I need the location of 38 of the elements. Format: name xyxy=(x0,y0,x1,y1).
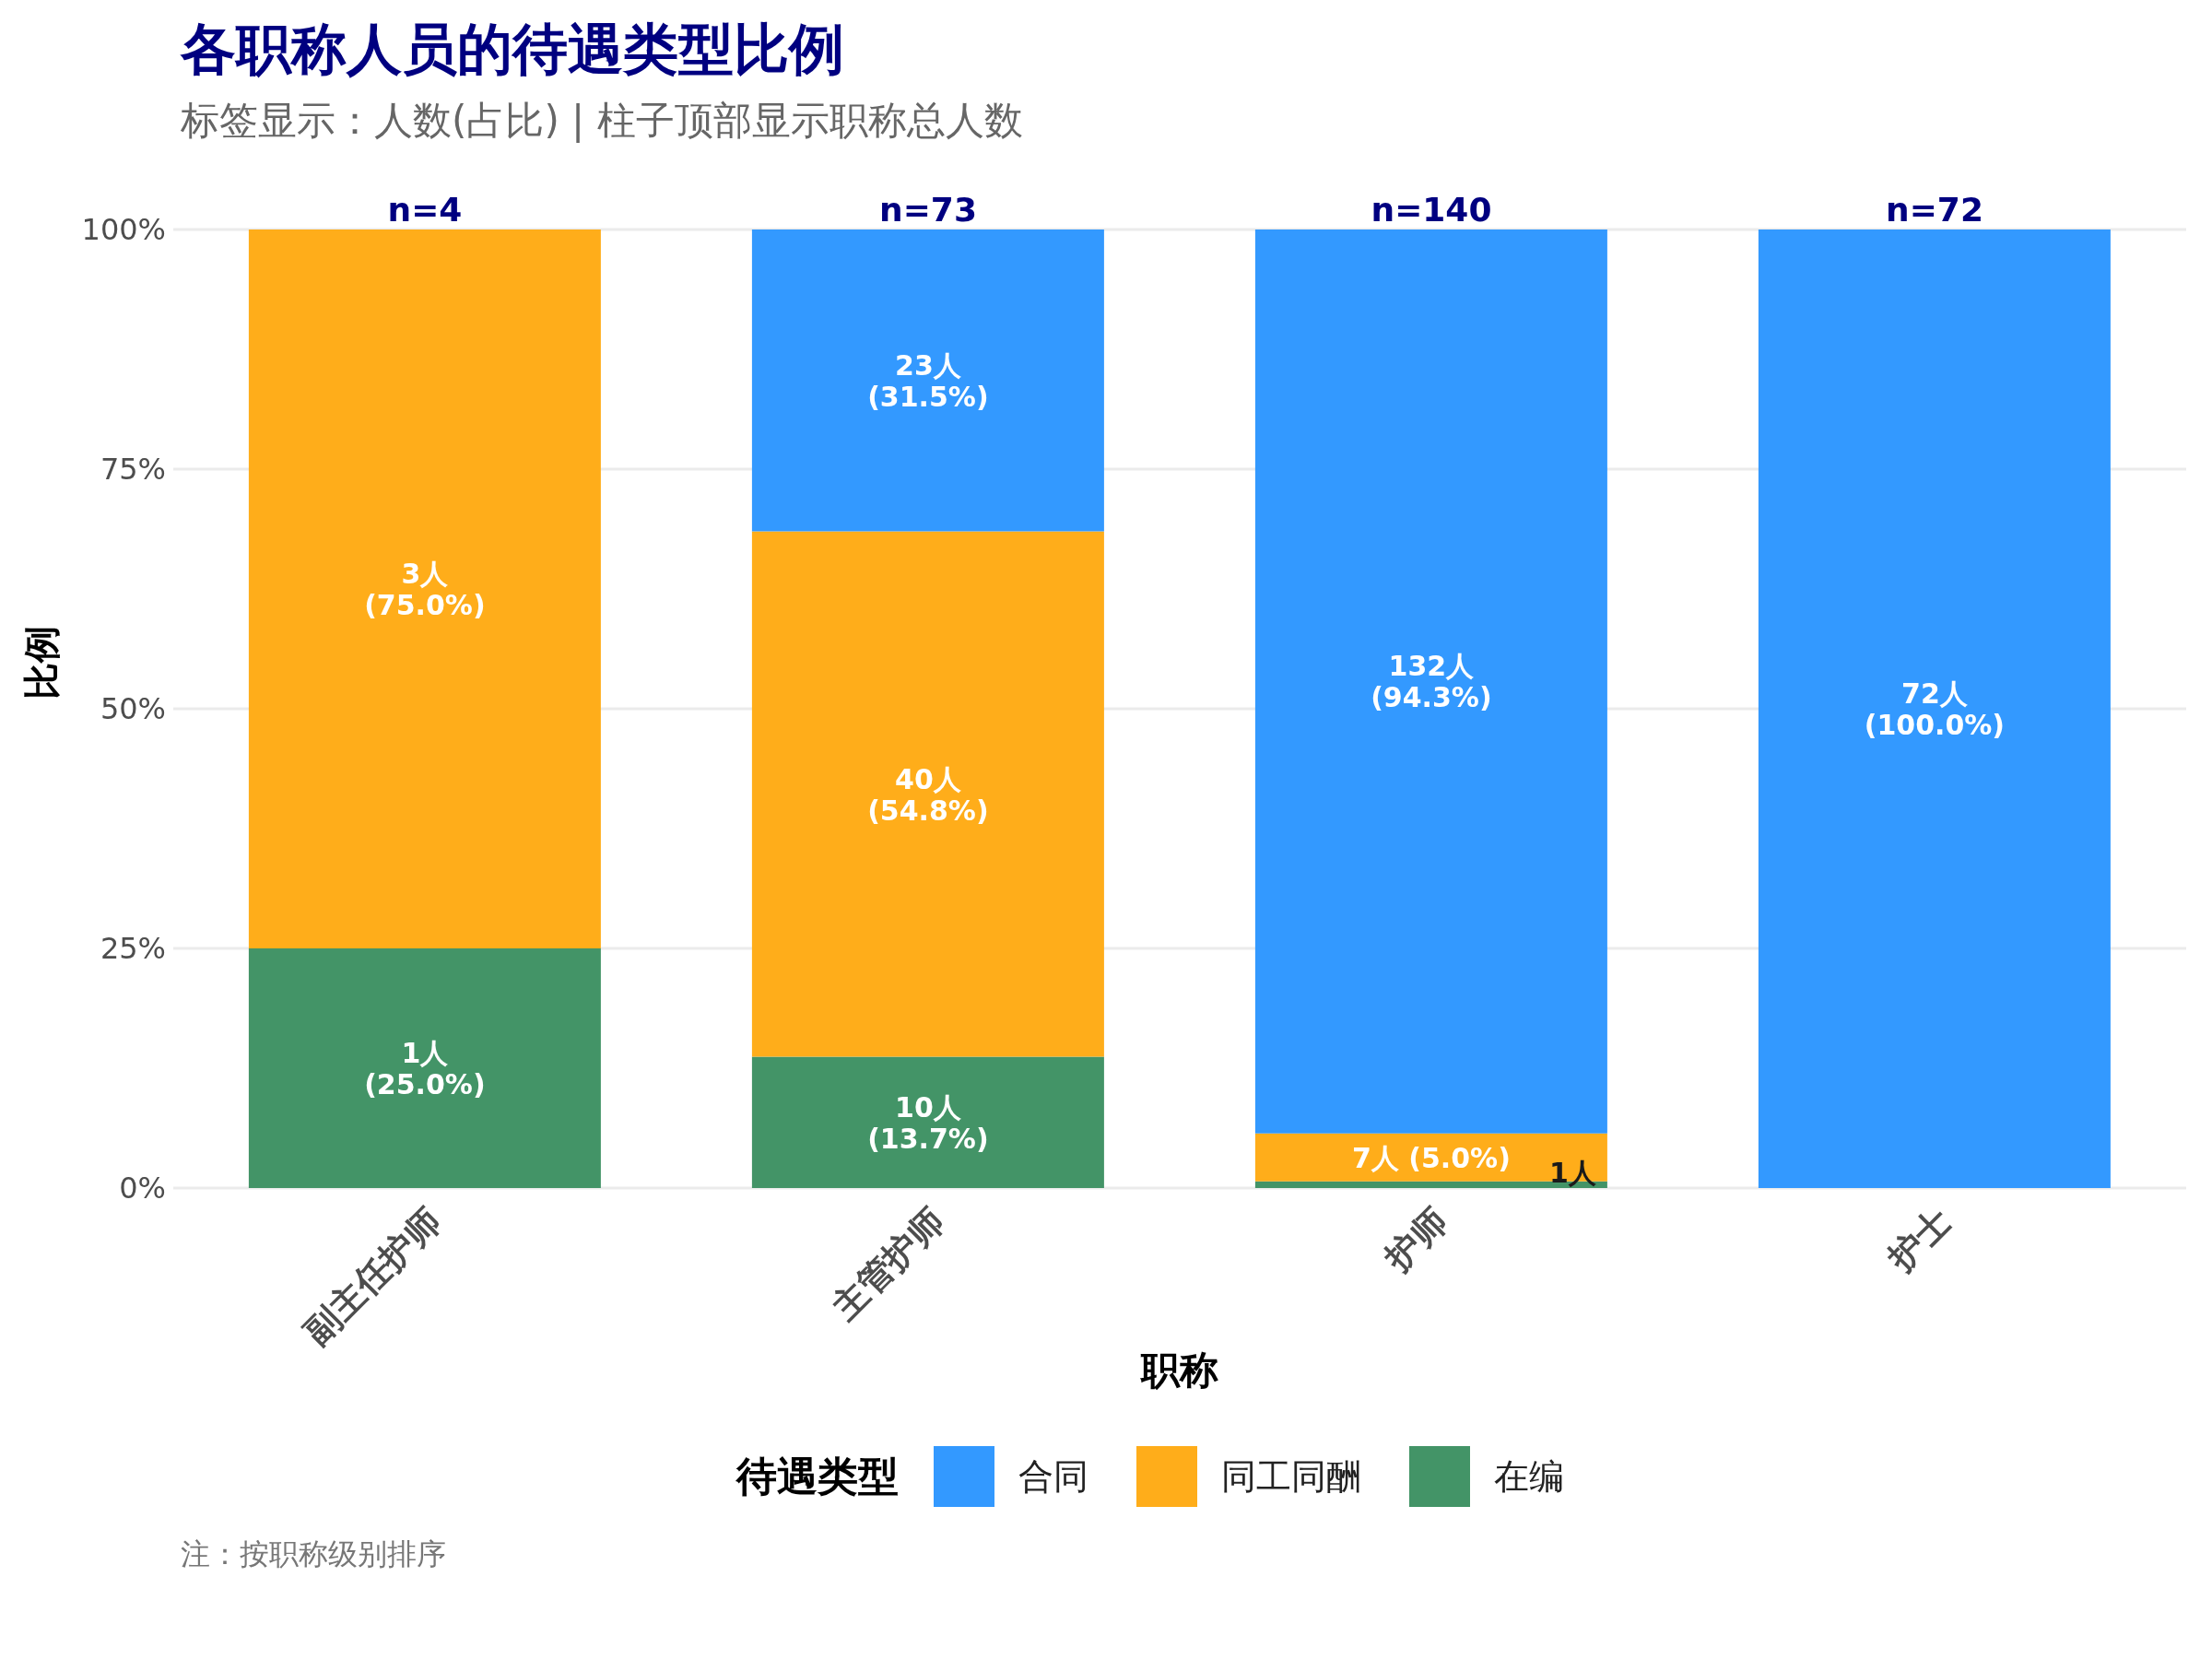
text: 注：按职称级别排序 xyxy=(180,1535,447,1573)
legend-label: 在编 xyxy=(1494,1454,1564,1499)
y-tick-label: 75% xyxy=(100,452,166,488)
data-label: 1人 xyxy=(1549,1156,1597,1189)
bar xyxy=(751,531,1104,1057)
bar xyxy=(751,1056,1104,1188)
data-label: 23人 (31.5%) xyxy=(867,348,989,413)
bar xyxy=(1254,229,1607,1134)
bar xyxy=(751,229,1104,532)
data-label: 1人 (25.0%) xyxy=(364,1036,486,1100)
x-tick-label: 护士 xyxy=(1878,1200,1959,1280)
x-tick-label: 护师 xyxy=(1375,1200,1456,1280)
data-label: 72人 (100.0%) xyxy=(1864,677,2006,741)
y-tick-label: 50% xyxy=(100,691,166,727)
y-axis-title: 比例 xyxy=(19,626,64,700)
data-label: 132人 (94.3%) xyxy=(1371,649,1492,713)
legend-label: 同工同酬 xyxy=(1221,1454,1361,1499)
chart-title: 各职称人员的待遇类型比例 xyxy=(181,16,845,83)
y-tick-label: 0% xyxy=(119,1171,166,1206)
annotation: n=140 xyxy=(1371,191,1492,229)
x-tick-label: 主管护师 xyxy=(824,1200,953,1328)
data-label: 40人 (54.8%) xyxy=(867,762,989,827)
bar xyxy=(1758,229,2111,1188)
bar xyxy=(248,229,601,948)
data-label: 3人 (75.0%) xyxy=(364,557,486,621)
legend-title: 待遇类型 xyxy=(736,1451,899,1501)
data-label: 10人 (13.7%) xyxy=(867,1090,989,1155)
bar xyxy=(248,948,601,1188)
y-tick-label: 25% xyxy=(100,931,166,967)
annotation: n=73 xyxy=(879,191,977,229)
x-tick-label: 副主任护师 xyxy=(296,1200,450,1353)
data-label: 7人 (5.0%) xyxy=(1351,1141,1511,1174)
legend-label: 合同 xyxy=(1018,1454,1088,1499)
x-axis-title: 职称 xyxy=(1141,1347,1218,1393)
annotation: n=72 xyxy=(1886,191,1983,229)
annotation: n=4 xyxy=(387,191,463,229)
y-tick-label: 100% xyxy=(81,212,166,248)
chart-subtitle: 标签显示：人数(占比) | 柱子顶部显示职称总人数 xyxy=(181,97,1024,145)
